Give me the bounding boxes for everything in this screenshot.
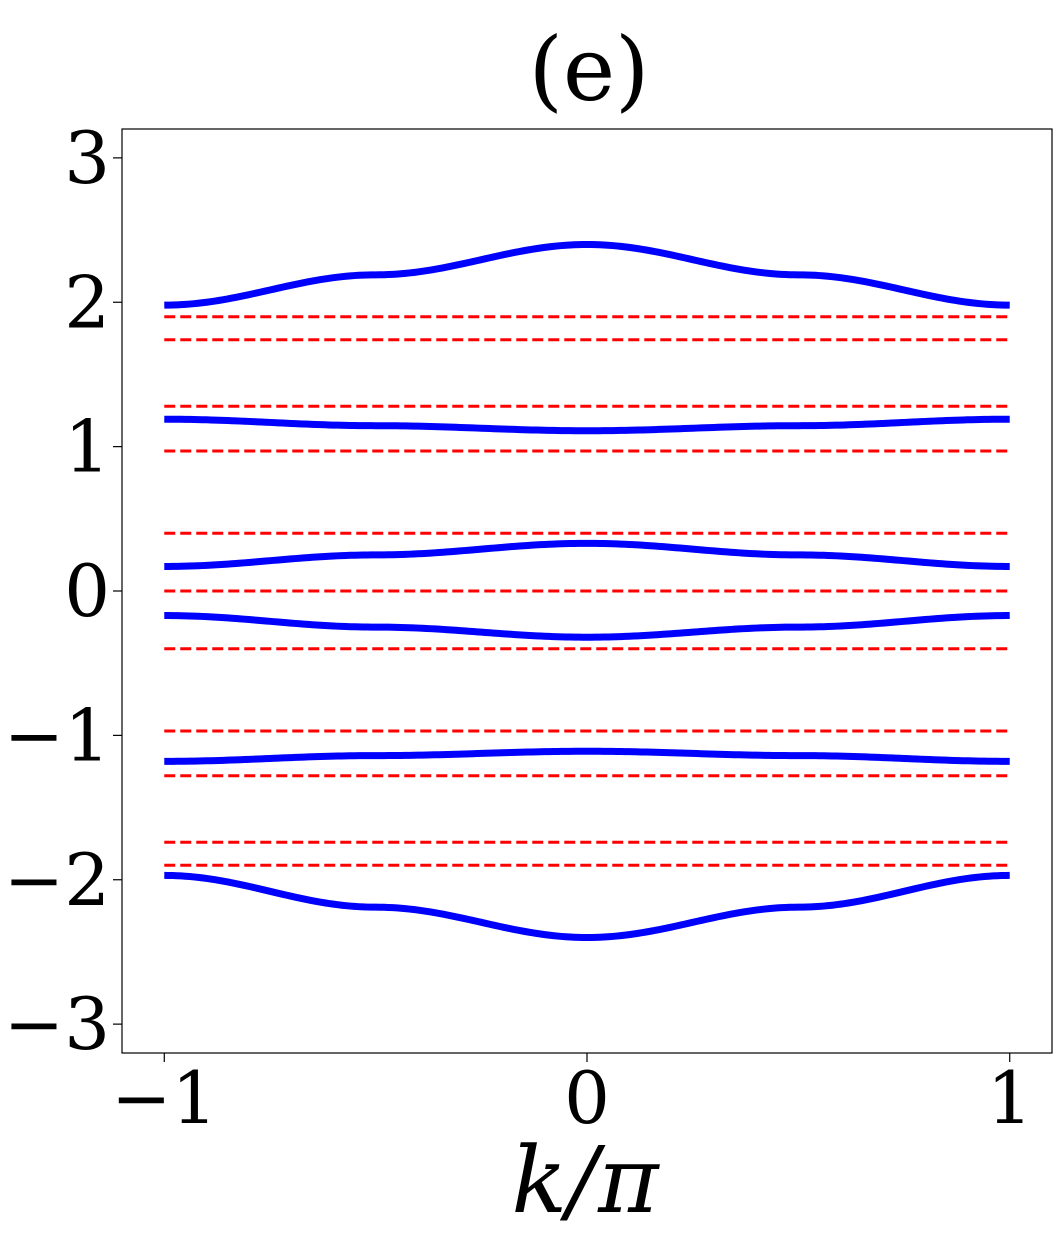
y-tick-label: 0	[64, 549, 110, 633]
x-axis-label: k/π	[511, 1127, 660, 1234]
y-tick-label: −1	[4, 693, 110, 777]
band-line-4	[164, 747, 1010, 765]
y-tick-label: −2	[4, 838, 110, 922]
band-line-2	[164, 539, 1010, 570]
band-line-5	[164, 871, 1010, 941]
y-axis: 3 2 1 0 −1 −2 −3	[4, 116, 122, 1066]
band-line-1	[164, 415, 1010, 435]
y-tick-label: −3	[4, 982, 110, 1066]
x-tick-label: 1	[987, 1056, 1033, 1140]
y-tick-label: 1	[64, 405, 110, 489]
chart-title: (e)	[529, 18, 650, 121]
x-tick-label: 0	[564, 1056, 610, 1140]
y-tick-label: 2	[64, 260, 110, 344]
series-layer	[164, 241, 1010, 941]
band-line-0	[164, 241, 1010, 309]
x-axis: −1 0 1	[111, 1053, 1033, 1140]
x-tick-label: −1	[111, 1056, 217, 1140]
band-line-3	[164, 612, 1010, 641]
y-tick-label: 3	[64, 116, 110, 200]
